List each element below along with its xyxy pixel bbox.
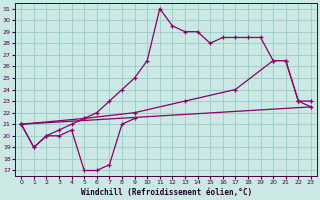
X-axis label: Windchill (Refroidissement éolien,°C): Windchill (Refroidissement éolien,°C) xyxy=(81,188,252,197)
